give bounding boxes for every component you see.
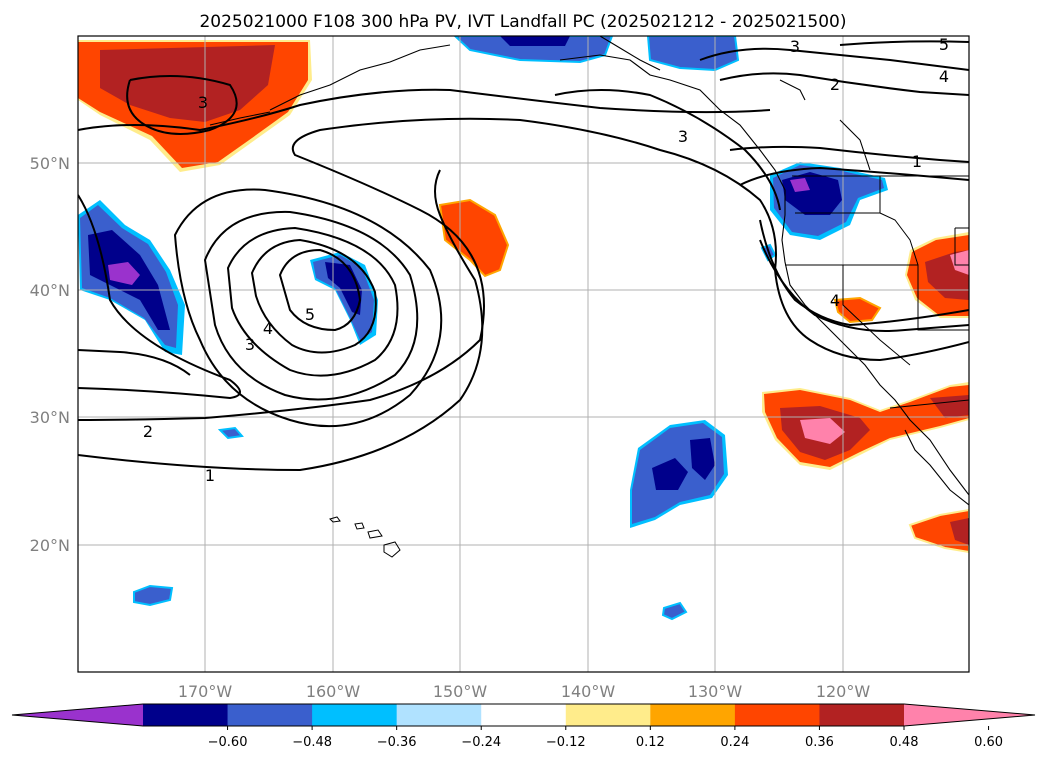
colorbar-extend-min [12, 704, 143, 726]
colorbar-segment [396, 704, 482, 726]
positive-anomaly-nw [78, 40, 312, 172]
negative-anomaly-small-3 [133, 584, 174, 607]
lat-label: 30°N [30, 408, 70, 427]
colorbar-segment [734, 704, 820, 726]
colorbar-outline [11, 703, 1036, 727]
lat-label: 20°N [30, 536, 70, 555]
colorbar-tick-label: −0.24 [461, 735, 501, 750]
contour-label: 2 [143, 422, 153, 441]
positive-anomaly-west-us [905, 232, 969, 318]
colorbar-tick-label: −0.60 [208, 735, 248, 750]
colorbar-extend-max [904, 704, 1035, 726]
negative-anomaly-small-2 [217, 426, 244, 440]
colorbar-tick-label: 0.36 [805, 735, 834, 750]
positive-anomaly-mexico [908, 508, 969, 554]
negative-anomaly-pnw [770, 162, 888, 240]
lon-label: 130°W [688, 682, 743, 701]
negative-anomaly-low-center [310, 252, 378, 345]
contour-label: 4 [263, 319, 273, 338]
coastlines [209, 36, 969, 506]
positive-anomaly-central [438, 198, 510, 278]
contour-label: 5 [305, 305, 315, 324]
colorbar-tick-label: 0.12 [636, 735, 665, 750]
colorbar-segment [312, 704, 398, 726]
colorbar-segment [143, 704, 229, 726]
colorbar-tick-label: −0.36 [377, 735, 417, 750]
lon-label: 140°W [561, 682, 616, 701]
positive-anomaly-small-ca [833, 296, 882, 324]
contour-label: 1 [912, 152, 922, 171]
colorbar-segment [565, 704, 651, 726]
contour-labels: 3 3 3 2 5 4 1 5 4 3 2 1 4 [143, 35, 949, 485]
contour-label: 4 [939, 67, 949, 86]
hawaii-islands [329, 516, 401, 558]
colorbar-segment [819, 704, 905, 726]
political-borders [785, 175, 969, 409]
map-panel: 3 3 3 2 5 4 1 5 4 3 2 1 4 [78, 35, 969, 672]
colorbar-tick-label: 0.60 [974, 735, 1003, 750]
colorbar-tick-label: −0.12 [546, 735, 586, 750]
colorbar-tick-label: 0.48 [890, 735, 919, 750]
lat-label: 40°N [30, 281, 70, 300]
negative-anomaly-west [78, 200, 185, 355]
lat-label: 50°N [30, 154, 70, 173]
contour-label: 2 [830, 75, 840, 94]
contour-label: 1 [205, 466, 215, 485]
colorbar-tick-label: 0.24 [720, 735, 749, 750]
latitude-labels: 50°N 40°N 30°N 20°N [30, 154, 70, 555]
negative-anomaly-small-4 [661, 601, 688, 621]
colorbar-segment [227, 704, 313, 726]
contour-label: 5 [939, 35, 949, 54]
colorbar-segment [650, 704, 736, 726]
figure-title: 2025021000 F108 300 hPa PV, IVT Landfall… [199, 12, 846, 32]
contour-label: 3 [790, 37, 800, 56]
map-border [77, 35, 970, 673]
colorbar: −0.60 −0.48 −0.36 −0.24 −0.12 0.12 0.24 0.36 0.4… [11, 703, 1036, 750]
contour-label: 3 [678, 127, 688, 146]
contour-label: 3 [198, 93, 208, 112]
negative-anomaly-north [453, 36, 614, 64]
lon-label: 160°W [306, 682, 361, 701]
negative-anomaly-subtropical [630, 420, 728, 528]
contour-label: 3 [245, 335, 255, 354]
colorbar-tick-label: −0.48 [292, 735, 332, 750]
lon-label: 120°W [816, 682, 871, 701]
colorbar-segment [481, 704, 567, 726]
lon-label: 170°W [178, 682, 233, 701]
lon-label: 150°W [433, 682, 488, 701]
longitude-labels: 170°W 160°W 150°W 140°W 130°W 120°W [178, 682, 871, 701]
pv-contours [78, 40, 969, 472]
contour-label: 4 [830, 291, 840, 310]
